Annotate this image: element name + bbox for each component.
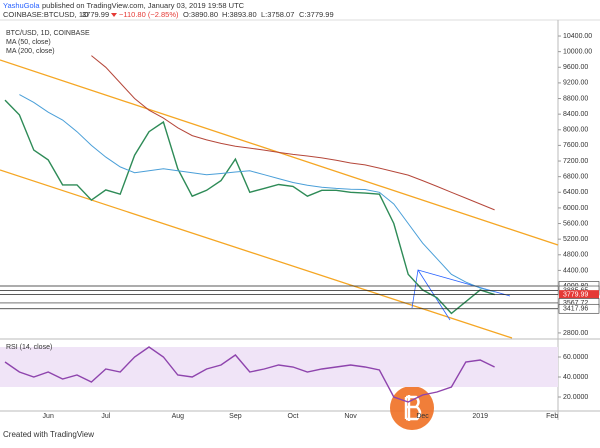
y-tick-label: 5600.00 xyxy=(563,220,588,227)
y-tick-label: 20.0000 xyxy=(563,394,588,401)
x-tick-label: Sep xyxy=(229,413,242,420)
legend-label: BTC/USD, 1D, COINBASE xyxy=(6,30,90,37)
x-tick-label: Oct xyxy=(288,413,299,420)
x-tick-label: Feb xyxy=(546,413,558,420)
low: L:3758.07 xyxy=(261,10,294,19)
legend-label: MA (50, close) xyxy=(6,39,51,46)
y-tick-label: 8400.00 xyxy=(563,111,588,118)
price-badge xyxy=(559,290,599,300)
y-tick-label: 4800.00 xyxy=(563,252,588,259)
trend-line xyxy=(0,169,513,339)
watermark xyxy=(390,386,434,430)
y-tick-label: 60.0000 xyxy=(563,354,588,361)
publisher[interactable]: YashuGola xyxy=(3,1,40,10)
bitcoin-symbol xyxy=(404,395,422,421)
x-tick-label: Aug xyxy=(172,413,185,420)
price-badge-label: 3417.96 xyxy=(563,306,588,313)
legend-label: MA (200, close) xyxy=(6,48,55,55)
x-tick-label: Jul xyxy=(101,413,110,420)
high: H:3893.80 xyxy=(222,10,257,19)
price-badge xyxy=(558,303,600,314)
y-tick-label: 6800.00 xyxy=(563,173,588,180)
legend-label: RSI (14, close) xyxy=(6,344,52,351)
y-tick-label: 2800.00 xyxy=(563,330,588,337)
y-tick-label: 8000.00 xyxy=(563,127,588,134)
close: C:3779.99 xyxy=(299,10,334,19)
x-tick-label: Jun xyxy=(43,413,54,420)
y-tick-label: 9600.00 xyxy=(563,64,588,71)
y-tick-label: 7200.00 xyxy=(563,158,588,165)
y-tick-label: 8800.00 xyxy=(563,95,588,102)
y-tick-label: 10000.00 xyxy=(563,48,592,55)
symbol: COINBASE:BTCUSD, 1D xyxy=(3,10,89,19)
rsi-band xyxy=(0,347,558,387)
open: O:3890.80 xyxy=(183,10,218,19)
x-tick-label: Nov xyxy=(344,413,357,420)
series-line xyxy=(4,346,495,403)
y-tick-label: 9200.00 xyxy=(563,80,588,87)
x-tick-label: 2019 xyxy=(472,413,488,420)
published: published on TradingView.com, January 03… xyxy=(42,1,245,10)
y-tick-label: 40.0000 xyxy=(563,374,588,381)
price-badge-label: 3567.72 xyxy=(563,300,588,307)
change: −110.80 (−2.85%) xyxy=(119,10,179,19)
price-badge-label: 3779.99 xyxy=(563,291,588,298)
y-tick-label: 5200.00 xyxy=(563,236,588,243)
series-line xyxy=(19,94,495,293)
y-tick-label: 4400.00 xyxy=(563,267,588,274)
down-arrow xyxy=(111,13,117,17)
footer: Created with TradingView xyxy=(3,430,94,439)
y-tick-label: 6000.00 xyxy=(563,205,588,212)
y-tick-label: 7600.00 xyxy=(563,142,588,149)
last: 3779.99 xyxy=(82,10,109,19)
series-line xyxy=(4,99,495,315)
y-tick-label: 10400.00 xyxy=(563,33,592,40)
y-tick-label: 6400.00 xyxy=(563,189,588,196)
series-line xyxy=(91,55,495,211)
x-tick-label: Dec xyxy=(416,413,429,420)
